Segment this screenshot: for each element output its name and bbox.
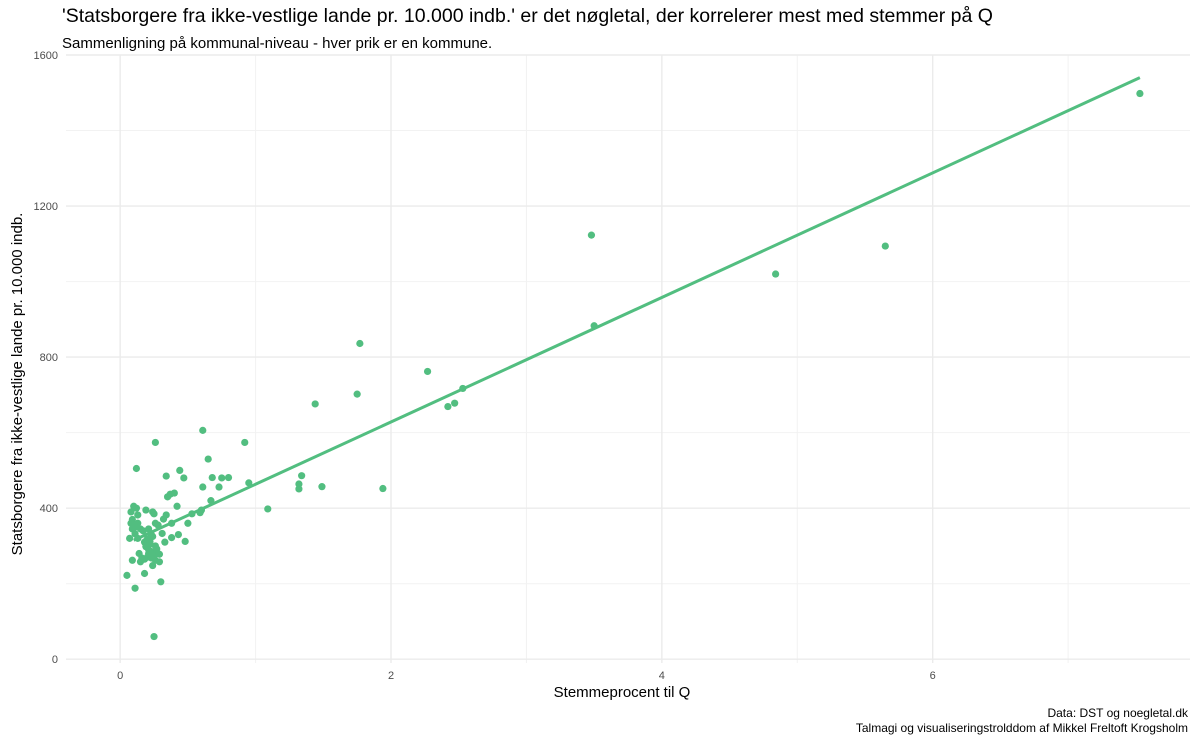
chart-subtitle: Sammenligning på kommunal-niveau - hver …	[62, 35, 493, 52]
data-point	[131, 584, 139, 592]
data-point	[155, 550, 164, 558]
data-point	[151, 519, 159, 527]
data-point	[1136, 89, 1144, 98]
data-point	[199, 426, 207, 434]
x-tick-label: 6	[930, 670, 936, 682]
data-point	[772, 270, 780, 278]
data-point	[140, 569, 149, 578]
data-point	[159, 515, 168, 523]
data-point	[163, 493, 172, 501]
data-point	[146, 537, 154, 546]
data-point	[123, 571, 131, 579]
y-tick-label: 1200	[34, 201, 58, 213]
data-point	[444, 402, 452, 411]
data-point	[149, 508, 157, 516]
y-tick-label: 0	[52, 654, 58, 666]
data-point	[356, 339, 364, 348]
data-point	[241, 438, 249, 447]
data-point	[155, 558, 164, 566]
y-tick-label: 400	[40, 503, 58, 515]
y-tick-label: 800	[40, 352, 58, 364]
data-point	[128, 556, 136, 564]
x-tick-labels: 0 2 4 6	[117, 670, 936, 682]
data-point	[176, 466, 184, 475]
data-point	[134, 511, 142, 519]
chart-title: 'Statsborgere fra ikke-vestlige lande pr…	[62, 5, 993, 27]
data-point	[311, 400, 319, 408]
data-point	[153, 545, 161, 553]
trendline	[133, 76, 1141, 542]
data-point	[181, 537, 189, 546]
caption-credit: Talmagi og visualiseringstrolddom af Mik…	[855, 721, 1188, 735]
data-point	[881, 242, 889, 250]
data-points	[123, 89, 1144, 641]
data-point	[264, 505, 272, 513]
data-point	[318, 483, 326, 491]
data-point	[132, 464, 141, 473]
x-tick-label: 2	[388, 670, 394, 682]
data-point	[180, 474, 188, 482]
data-point	[184, 519, 192, 527]
data-point	[204, 455, 212, 463]
data-point	[173, 502, 181, 510]
data-point	[298, 472, 306, 480]
data-point	[145, 525, 153, 533]
data-point	[142, 506, 150, 514]
data-point	[353, 390, 361, 398]
data-point	[208, 473, 216, 482]
x-axis-title: Stemmeprocent til Q	[554, 684, 691, 701]
y-axis-title: Statsborgere fra ikke-vestlige lande pr.…	[9, 213, 26, 556]
y-tick-label: 1600	[34, 50, 58, 62]
data-point	[150, 632, 158, 641]
data-point	[161, 538, 169, 546]
data-point	[138, 554, 146, 562]
data-point	[127, 508, 135, 516]
major-gridlines	[66, 54, 1190, 663]
trendline-group	[133, 76, 1141, 542]
x-tick-label: 0	[117, 670, 123, 682]
data-point	[587, 231, 596, 239]
data-point	[157, 578, 165, 586]
data-point	[168, 534, 176, 542]
x-tick-label: 4	[659, 670, 665, 682]
data-point	[174, 531, 182, 539]
data-point	[245, 479, 253, 487]
data-point	[145, 549, 153, 558]
data-point	[149, 561, 157, 570]
data-point	[151, 438, 159, 447]
data-point	[295, 485, 303, 493]
data-point	[158, 529, 166, 538]
data-point	[451, 399, 459, 407]
caption-data-source: Data: DST og noegletal.dk	[1047, 706, 1188, 720]
data-point	[132, 504, 141, 512]
data-point	[224, 473, 233, 482]
data-point	[218, 474, 226, 482]
minor-gridlines	[66, 55, 1190, 663]
data-point	[139, 527, 147, 535]
data-point	[379, 484, 387, 493]
data-point	[215, 483, 223, 491]
y-tick-labels: 0 400 800 1200 1600	[34, 50, 58, 666]
data-point	[199, 483, 207, 491]
data-point	[126, 534, 134, 542]
data-point	[162, 472, 170, 480]
data-point	[423, 367, 432, 376]
